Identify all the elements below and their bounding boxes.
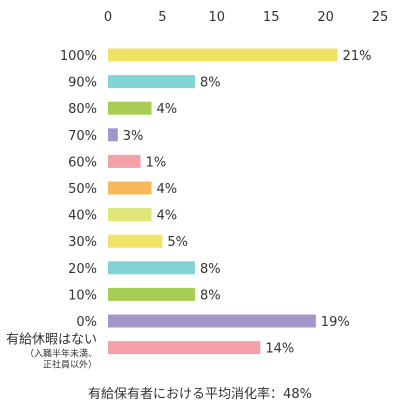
category-label: 10% (68, 288, 97, 303)
value-label: 4% (157, 182, 178, 197)
x-tick-label: 10 (209, 10, 226, 25)
x-tick-label: 5 (158, 10, 166, 25)
bar (108, 48, 338, 62)
value-label: 21% (343, 49, 372, 64)
value-label: 3% (123, 129, 144, 144)
category-label: 0% (76, 315, 97, 330)
bar (108, 128, 118, 142)
x-tick-label: 20 (317, 10, 334, 25)
category-label: 80% (68, 102, 97, 117)
category-label: 60% (68, 155, 97, 170)
category-label: 100% (60, 49, 97, 64)
bar (108, 287, 196, 301)
x-tick-label: 25 (372, 10, 389, 25)
category-label: 50% (68, 182, 97, 197)
value-label: 8% (200, 76, 221, 91)
category-label: 40% (68, 209, 97, 224)
category-note-line: （入職半年未満、 (25, 348, 97, 360)
bar (108, 154, 141, 168)
category-label: 有給休暇はない (6, 333, 97, 348)
value-label: 5% (167, 235, 188, 250)
bars (108, 48, 338, 355)
value-label: 8% (200, 262, 221, 277)
value-label: 19% (321, 315, 350, 330)
bar (108, 314, 316, 328)
value-label: 4% (157, 209, 178, 224)
value-label: 1% (146, 155, 167, 170)
value-label: 14% (265, 342, 294, 357)
category-label: 70% (68, 129, 97, 144)
bar (108, 101, 152, 115)
value-labels: 21% 8% 4% 3%1% 4% 4% 5% 8% 8% 19% 14% (123, 49, 372, 357)
bar (108, 75, 196, 89)
category-note-line: 正社員以外） (43, 359, 97, 371)
category-label: 30% (68, 235, 97, 250)
x-axis-ticks: 0 5 10 15 20 25 (104, 10, 388, 25)
bar (108, 208, 152, 222)
footer-note: 有給保有者における平均消化率：48% (88, 387, 312, 402)
category-label: 90% (68, 76, 97, 91)
bar (108, 261, 196, 275)
category-label: 20% (68, 262, 97, 277)
bar (108, 181, 152, 195)
value-label: 8% (200, 288, 221, 303)
bar (108, 234, 163, 248)
category-labels: 100% 90% 80% 70% 60% 50% 40% 30% 20% 10% 0% 有給休暇はない… (6, 49, 97, 371)
x-tick-label: 0 (104, 10, 112, 25)
bar (108, 341, 261, 355)
value-label: 4% (157, 102, 178, 117)
x-tick-label: 15 (263, 10, 280, 25)
